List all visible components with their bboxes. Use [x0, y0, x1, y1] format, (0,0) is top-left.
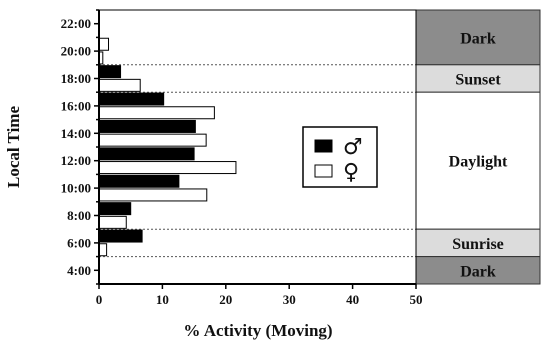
x-tick-label: 0 — [96, 292, 103, 307]
period-label: Dark — [460, 30, 496, 47]
male-bar — [98, 119, 196, 133]
y-tick-label: 8:00 — [67, 208, 91, 223]
female-bar — [98, 78, 141, 92]
male-bar — [98, 174, 180, 188]
period-band — [415, 256, 541, 285]
legend: ♂♀ — [302, 126, 378, 188]
y-tick-label: 22:00 — [61, 16, 91, 31]
male-bar — [98, 147, 195, 161]
period-band — [415, 9, 541, 66]
male-bar — [98, 229, 143, 243]
legend-symbol: ♀ — [343, 160, 359, 185]
female-bar — [98, 133, 207, 147]
female-bar — [98, 106, 215, 120]
y-tick-label: 10:00 — [61, 181, 91, 196]
female-bar — [98, 188, 208, 202]
period-label: Dark — [460, 263, 496, 280]
legend-swatch — [314, 164, 333, 178]
y-tick-label: 12:00 — [61, 153, 91, 168]
female-bar — [98, 37, 110, 51]
female-bar — [98, 215, 127, 229]
period-band — [415, 228, 541, 258]
legend-swatch — [314, 139, 333, 153]
x-tick-label: 50 — [410, 292, 423, 307]
axes: 0 10 20 30 40 50 4:00 6:00 8:00 10:00 12:00 14:00 16… — [61, 9, 423, 307]
bars — [98, 37, 237, 257]
period-band — [415, 64, 541, 93]
y-tick-label: 4:00 — [67, 263, 91, 278]
x-tick-label: 10 — [156, 292, 169, 307]
period-label: Sunrise — [452, 236, 504, 253]
y-tick-label: 14:00 — [61, 126, 91, 141]
legend-box — [302, 126, 378, 188]
y-tick-label: 18:00 — [61, 71, 91, 86]
female-bar — [98, 161, 237, 175]
x-tick-label: 20 — [219, 292, 232, 307]
female-bar — [98, 243, 108, 257]
period-label: Sunset — [455, 72, 501, 89]
period-bands: Dark Sunset Daylight Sunrise Dark — [415, 9, 541, 285]
male-bar — [98, 92, 165, 106]
y-tick-label: 20:00 — [61, 44, 91, 59]
period-band — [415, 91, 541, 230]
x-axis-title: % Activity (Moving) — [183, 321, 332, 340]
y-tick-label: 16:00 — [61, 98, 91, 113]
male-bar — [98, 202, 132, 216]
male-bar — [98, 65, 122, 79]
period-label: Daylight — [449, 154, 508, 171]
period-boundary-lines — [99, 64, 416, 258]
y-tick-label: 6:00 — [67, 235, 91, 250]
legend-symbol: ♂ — [343, 135, 363, 160]
x-tick-label: 30 — [283, 292, 296, 307]
y-axis-title: Local Time — [4, 106, 23, 188]
x-tick-label: 40 — [346, 292, 359, 307]
